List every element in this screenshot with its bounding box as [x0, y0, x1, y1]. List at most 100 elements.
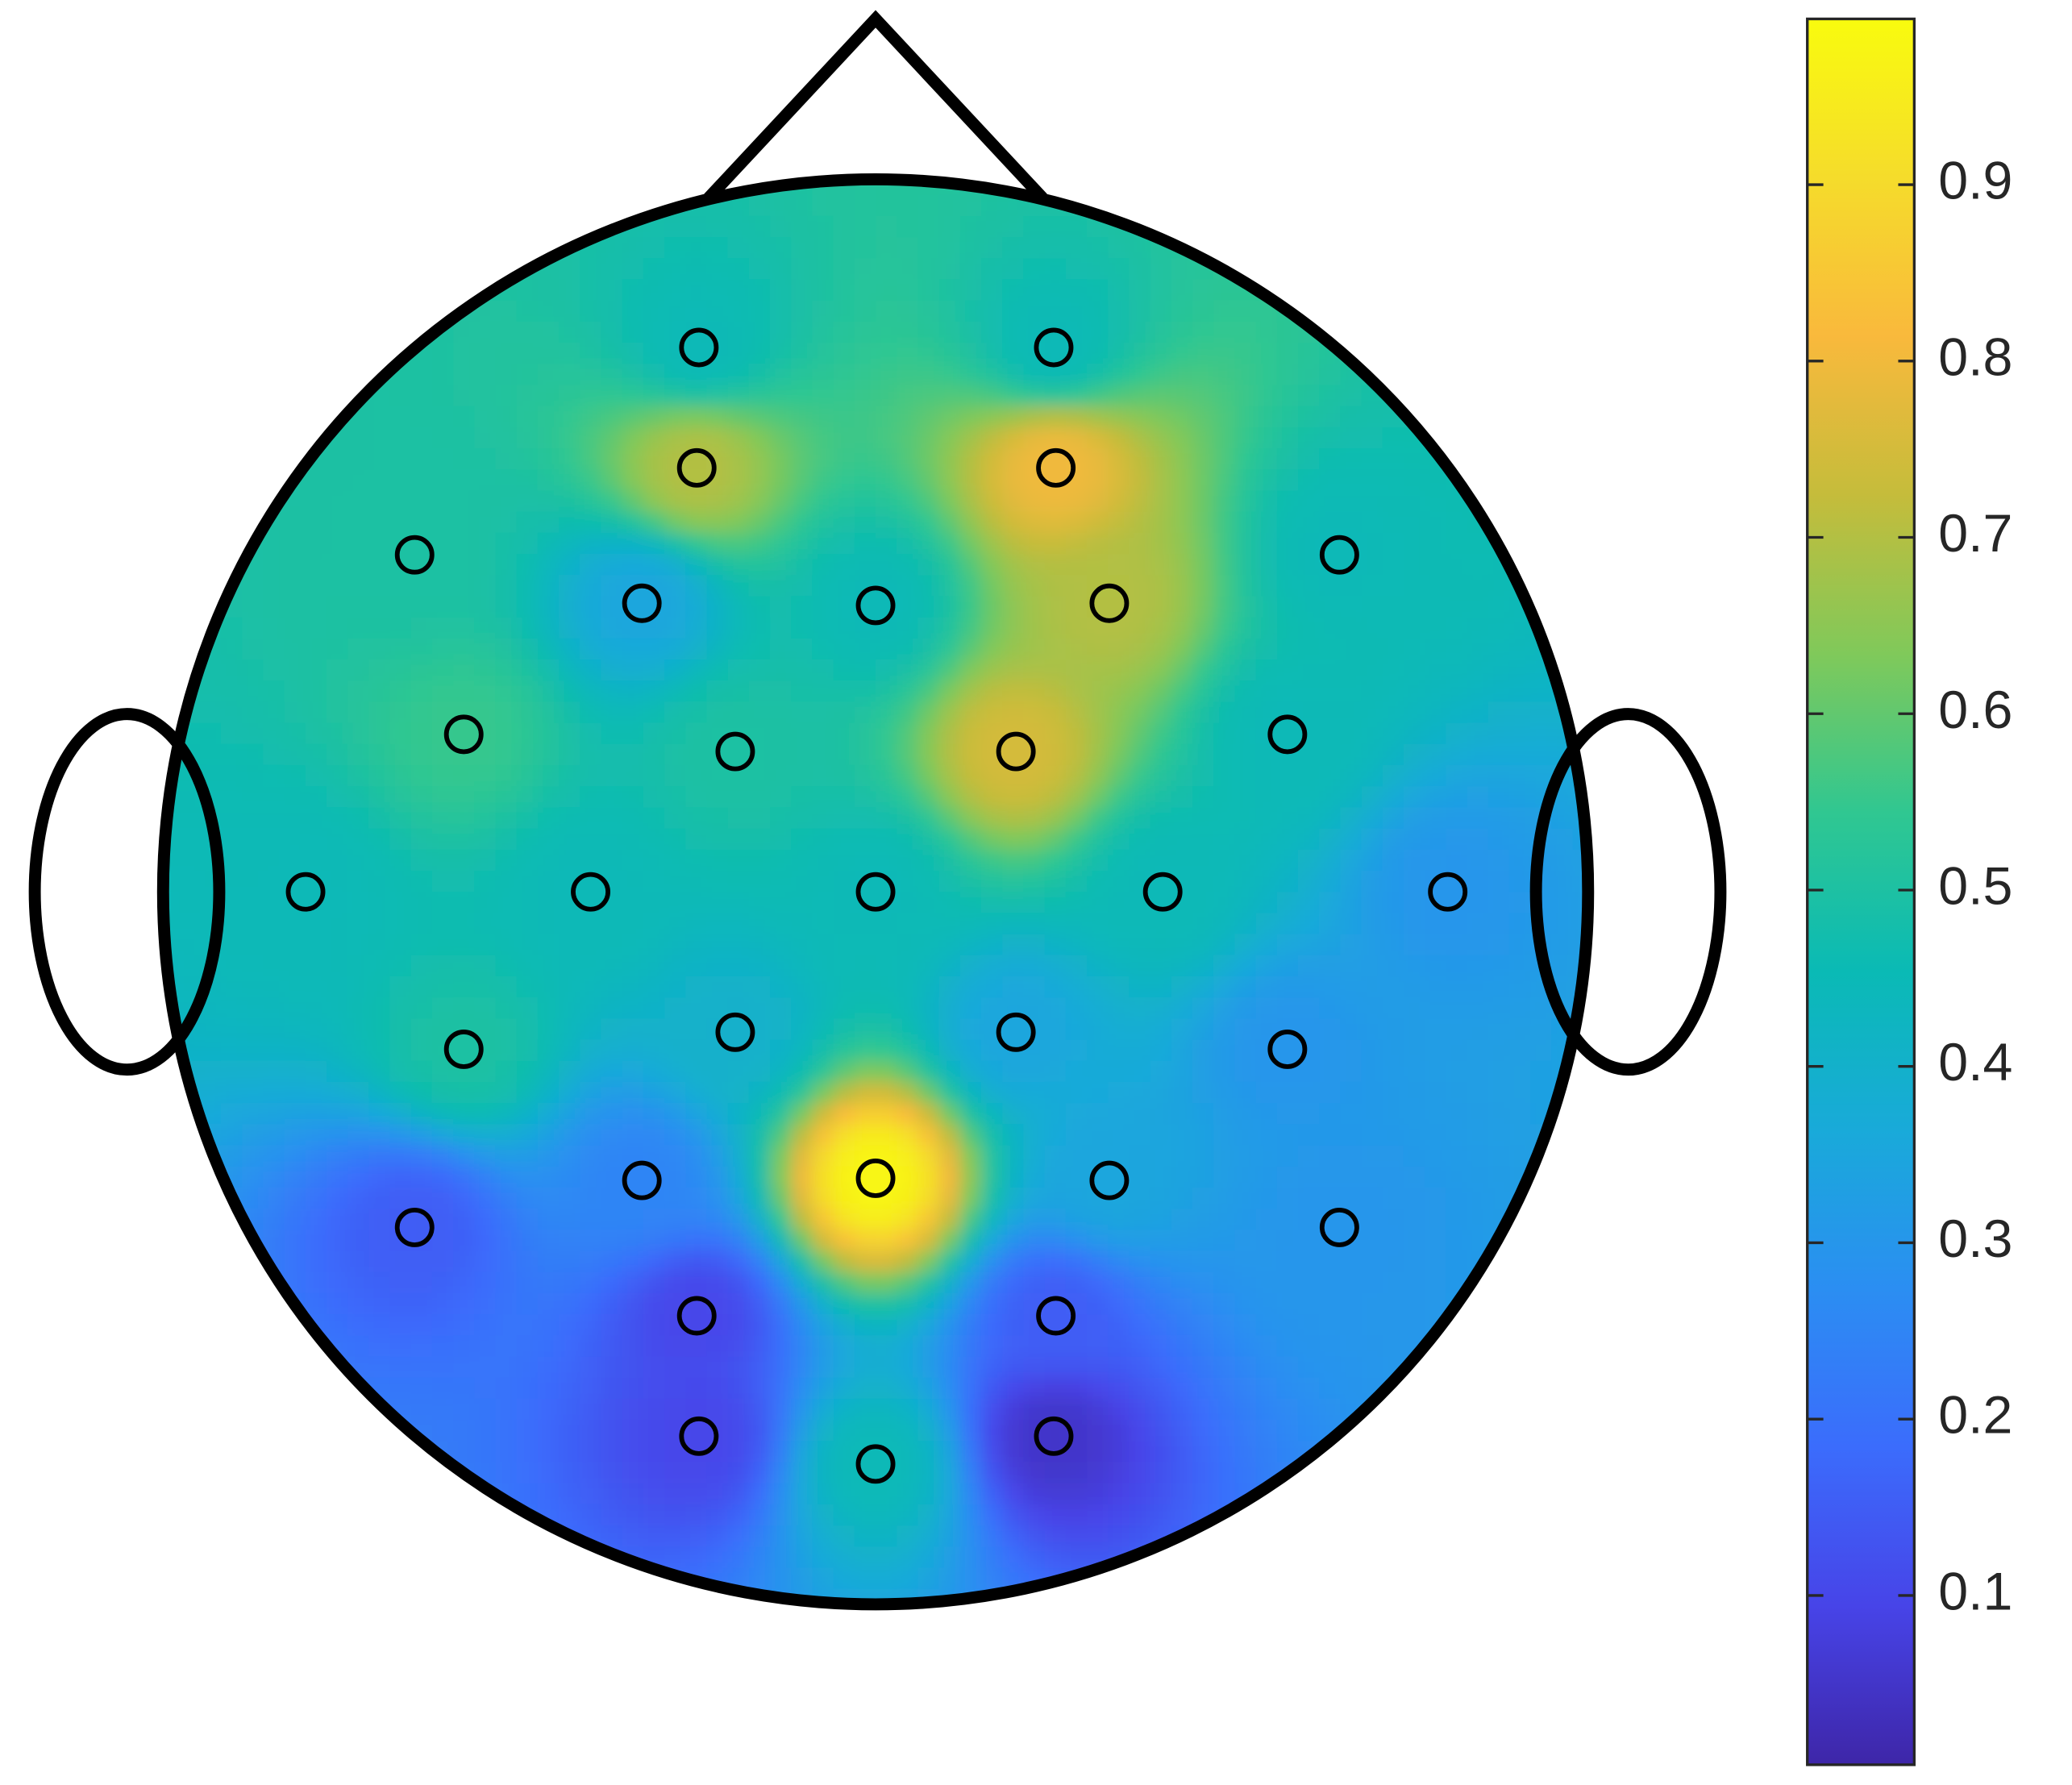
map-cell [495, 1292, 518, 1316]
map-cell [327, 152, 349, 175]
map-cell [1594, 1463, 1616, 1485]
map-cell [410, 1504, 434, 1527]
map-cell [1002, 1356, 1025, 1379]
map-cell [791, 1420, 813, 1442]
map-cell [1594, 807, 1616, 830]
map-cell [1255, 764, 1279, 788]
map-cell [305, 1081, 328, 1105]
map-cell [917, 575, 940, 597]
map-cell [833, 764, 856, 788]
map-cell [263, 532, 285, 555]
map-cell [495, 828, 518, 851]
map-cell [474, 194, 497, 218]
map-cell [516, 1250, 539, 1274]
map-cell [938, 532, 962, 555]
map-cell [474, 913, 497, 935]
map-cell [474, 1250, 497, 1274]
map-cell [559, 1398, 581, 1421]
map-cell [305, 1145, 328, 1168]
map-cell [1425, 1209, 1447, 1231]
map-cell [220, 448, 243, 471]
map-cell [1129, 385, 1151, 407]
map-cell [1551, 406, 1574, 429]
map-cell [1467, 448, 1490, 471]
map-cell [601, 426, 623, 450]
map-cell [1044, 1546, 1067, 1569]
map-cell [1425, 511, 1447, 535]
map-cell [284, 385, 307, 407]
map-cell [1023, 1377, 1046, 1400]
map-cell [199, 490, 223, 513]
map-cell [1023, 701, 1046, 724]
map-cell [285, 1610, 307, 1633]
map-cell [178, 385, 202, 407]
map-cell [1319, 997, 1342, 1020]
map-cell [199, 1483, 223, 1506]
map-cell [1171, 1250, 1194, 1274]
map-cell [580, 1420, 602, 1442]
map-cell [389, 976, 413, 999]
map-cell [220, 1081, 243, 1105]
map-cell [1213, 1377, 1236, 1400]
map-cell [326, 385, 349, 407]
map-cell [163, 385, 180, 407]
map-cell [389, 258, 413, 281]
map-cell [453, 385, 476, 407]
map-cell [580, 1377, 602, 1400]
map-cell [685, 532, 708, 555]
map-cell [284, 1103, 307, 1126]
map-cell [326, 258, 349, 281]
map-cell [876, 701, 898, 724]
map-cell [1234, 469, 1257, 492]
map-cell [876, 680, 898, 703]
map-cell [453, 179, 476, 196]
map-cell [1530, 997, 1553, 1020]
map-cell [368, 807, 391, 830]
map-cell [263, 1441, 285, 1463]
map-cell [368, 1103, 391, 1126]
map-cell [1276, 469, 1300, 492]
map-cell [242, 1610, 264, 1633]
map-cell [812, 1145, 834, 1168]
map-cell [1255, 892, 1279, 914]
map-cell [263, 1187, 285, 1210]
map-cell [897, 448, 919, 471]
map-cell [1276, 1567, 1300, 1591]
map-cell [1213, 179, 1236, 196]
map-cell [1276, 364, 1300, 386]
map-cell [1319, 955, 1342, 978]
map-cell [559, 406, 581, 429]
map-cell [791, 1398, 813, 1421]
map-cell [1044, 258, 1067, 281]
map-cell [495, 343, 518, 365]
map-cell [1129, 1271, 1151, 1295]
map-cell [1382, 1335, 1405, 1358]
map-cell [959, 406, 983, 429]
map-cell [305, 849, 328, 872]
map-cell [854, 1103, 877, 1126]
map-cell [163, 1398, 180, 1421]
map-cell [410, 1567, 434, 1591]
map-cell [1297, 828, 1321, 851]
map-cell [748, 1462, 772, 1485]
map-cell [410, 237, 434, 260]
map-cell [643, 1271, 666, 1295]
map-cell [854, 1377, 877, 1400]
map-cell [1192, 1250, 1215, 1274]
map-cell [833, 638, 856, 661]
map-cell [326, 596, 349, 618]
map-cell [347, 892, 370, 914]
map-cell [1065, 406, 1088, 429]
map-cell [1108, 321, 1130, 344]
map-cell [1150, 976, 1173, 999]
map-cell [748, 1335, 772, 1358]
map-cell [876, 1504, 898, 1527]
map-cell [748, 1250, 772, 1274]
map-cell [981, 1441, 1004, 1463]
map-cell [685, 1039, 708, 1063]
map-cell [199, 1462, 223, 1485]
map-cell [897, 511, 919, 535]
map-cell [220, 764, 243, 788]
map-cell [326, 364, 349, 386]
map-cell [263, 764, 285, 788]
